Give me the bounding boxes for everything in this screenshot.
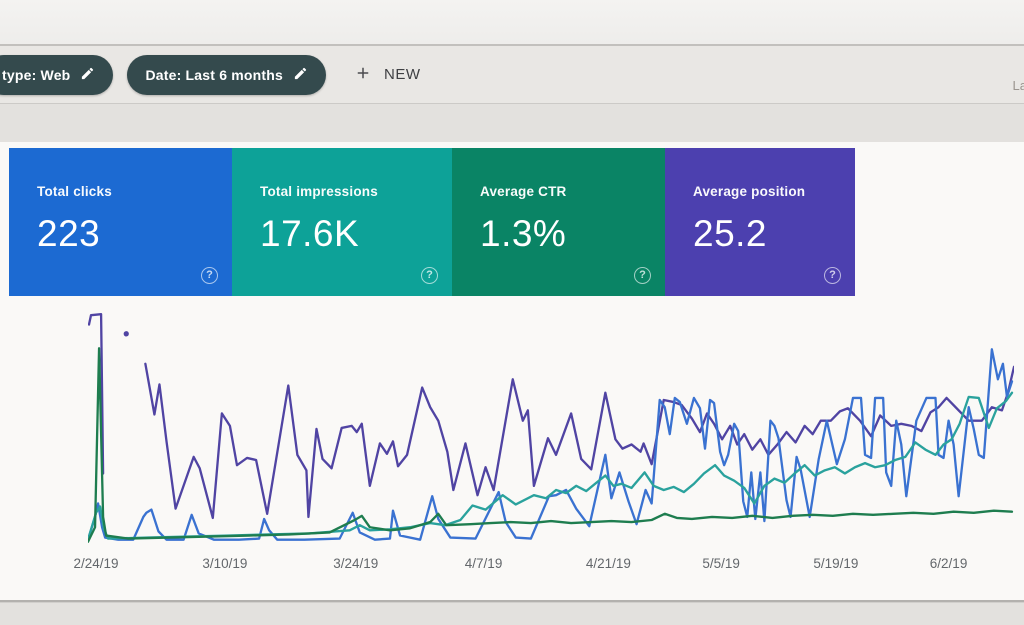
x-axis-tick-label: 2/24/19 [73, 556, 119, 571]
chart-point-average-position [123, 331, 129, 337]
x-axis-tick-label: 6/2/19 [929, 556, 968, 571]
help-icon[interactable]: ? [634, 267, 651, 284]
metric-card-label: Average position [693, 184, 806, 199]
new-filter-button[interactable]: NEW [354, 64, 421, 86]
help-icon[interactable]: ? [201, 267, 218, 284]
plus-icon [354, 64, 372, 86]
chart-line-average-ctr [88, 347, 1014, 543]
metric-card-label: Total impressions [260, 184, 378, 199]
performance-panel: Total clicks 223 ? Total impressions 17.… [0, 142, 1024, 602]
search-type-filter-chip[interactable]: type: Web [0, 54, 114, 95]
metric-card-average-ctr[interactable]: Average CTR 1.3% ? [452, 148, 665, 296]
filter-toolbar: type: Web Date: Last 6 months NEW La [0, 46, 1024, 104]
edit-icon [293, 66, 308, 84]
metric-card-value: 1.3% [480, 213, 567, 254]
chart-line-average-position [144, 362, 1014, 520]
x-axis-tick-label: 5/5/19 [702, 556, 740, 571]
browser-top-strip [0, 0, 1024, 46]
x-axis-tick-label: 5/19/19 [813, 556, 859, 571]
metric-card-total-impressions[interactable]: Total impressions 17.6K ? [232, 148, 452, 296]
edit-icon [80, 66, 95, 84]
date-range-filter-chip[interactable]: Date: Last 6 months [127, 54, 327, 95]
help-icon[interactable]: ? [824, 267, 841, 284]
metric-card-value: 25.2 [693, 213, 768, 254]
performance-chart[interactable] [88, 310, 1014, 550]
help-icon[interactable]: ? [421, 267, 438, 284]
x-axis-tick-label: 3/24/19 [333, 556, 379, 571]
x-axis-tick-label: 4/7/19 [464, 556, 503, 571]
page-content: Total clicks 223 ? Total impressions 17.… [0, 104, 1024, 625]
x-axis-tick-label: 4/21/19 [585, 556, 631, 571]
metric-card-label: Total clicks [37, 184, 112, 199]
metric-card-value: 17.6K [260, 213, 360, 254]
last-updated-text-cutoff: La [1012, 78, 1024, 93]
search-type-filter-label: type: Web [2, 66, 71, 83]
metric-card-value: 223 [37, 213, 101, 254]
metric-card-average-position[interactable]: Average position 25.2 ? [665, 148, 855, 296]
metric-card-total-clicks[interactable]: Total clicks 223 ? [9, 148, 232, 296]
x-axis-tick-label: 3/10/19 [202, 556, 248, 571]
chart-line-average-position [88, 312, 105, 475]
chart-x-axis: 2/24/19 3/10/19 3/24/19 4/7/19 4/21/19 5/5/19… [74, 556, 1014, 576]
new-filter-label: NEW [384, 66, 421, 83]
chart-line-total-impressions [88, 391, 1014, 541]
date-range-filter-label: Date: Last 6 months [145, 66, 284, 83]
metric-cards-row: Total clicks 223 ? Total impressions 17.… [0, 142, 1024, 296]
metric-card-label: Average CTR [480, 184, 567, 199]
chart-line-total-clicks [88, 348, 1014, 541]
